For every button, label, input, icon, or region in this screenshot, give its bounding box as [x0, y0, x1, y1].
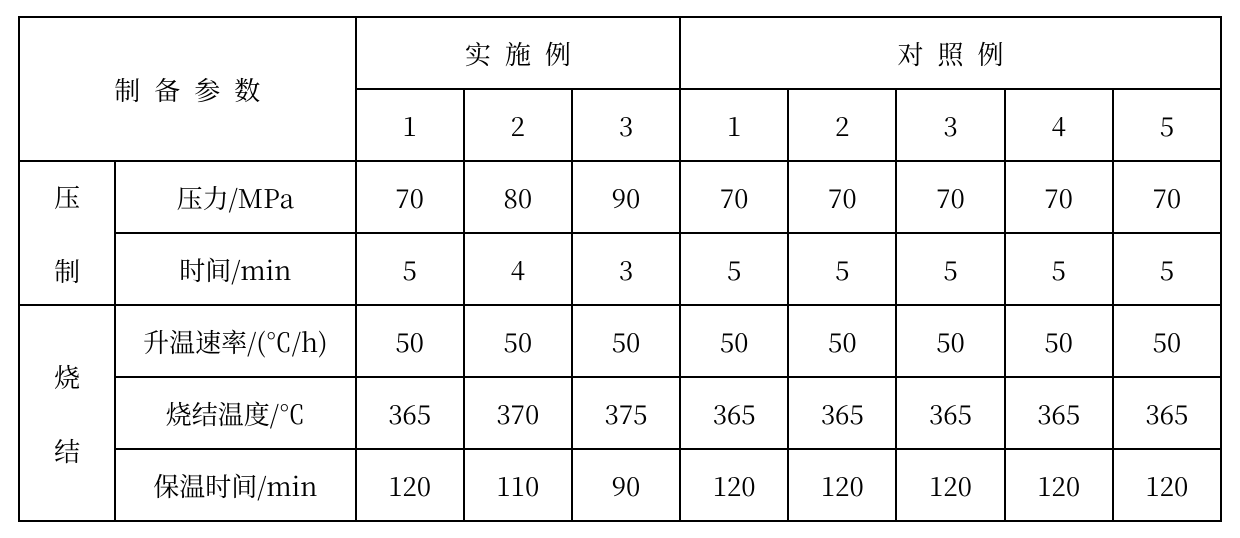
value-cell: 70 — [680, 161, 788, 233]
group-header: 对照例 — [680, 17, 1221, 89]
category-cell: 烧 结 — [19, 305, 115, 521]
value-cell: 50 — [680, 305, 788, 377]
value-cell: 50 — [464, 305, 572, 377]
col-number: 4 — [1005, 89, 1113, 161]
value-cell: 50 — [1113, 305, 1221, 377]
value-cell: 50 — [896, 305, 1004, 377]
param-cell: 烧结温度/℃ — [115, 377, 355, 449]
value-cell: 110 — [464, 449, 572, 521]
category-char: 烧 — [54, 358, 80, 395]
table-row: 保温时间/min 120 110 90 120 120 120 120 120 — [19, 449, 1221, 521]
value-cell: 70 — [896, 161, 1004, 233]
table-header-row: 制备参数 实施例 对照例 — [19, 17, 1221, 89]
value-cell: 120 — [356, 449, 464, 521]
value-cell: 50 — [356, 305, 464, 377]
col-number: 5 — [1113, 89, 1221, 161]
value-cell: 365 — [1005, 377, 1113, 449]
value-cell: 365 — [1113, 377, 1221, 449]
param-title: 制备参数 — [19, 17, 356, 161]
value-cell: 5 — [1005, 233, 1113, 305]
value-cell: 70 — [1113, 161, 1221, 233]
value-cell: 3 — [572, 233, 680, 305]
col-number: 2 — [464, 89, 572, 161]
table-row: 时间/min 5 4 3 5 5 5 5 5 — [19, 233, 1221, 305]
value-cell: 365 — [680, 377, 788, 449]
value-cell: 365 — [356, 377, 464, 449]
param-cell: 保温时间/min — [115, 449, 355, 521]
col-number: 3 — [896, 89, 1004, 161]
value-cell: 120 — [896, 449, 1004, 521]
value-cell: 70 — [356, 161, 464, 233]
value-cell: 50 — [788, 305, 896, 377]
value-cell: 70 — [1005, 161, 1113, 233]
category-char: 压 — [54, 178, 80, 215]
value-cell: 90 — [572, 449, 680, 521]
value-cell: 50 — [1005, 305, 1113, 377]
value-cell: 370 — [464, 377, 572, 449]
value-cell: 5 — [896, 233, 1004, 305]
table-row: 烧 结 升温速率/(℃/h) 50 50 50 50 50 50 50 50 — [19, 305, 1221, 377]
category-char: 制 — [54, 252, 80, 289]
col-number: 3 — [572, 89, 680, 161]
value-cell: 80 — [464, 161, 572, 233]
col-number: 1 — [680, 89, 788, 161]
table-row: 压 制 压力/MPa 70 80 90 70 70 70 70 70 — [19, 161, 1221, 233]
value-cell: 365 — [788, 377, 896, 449]
value-cell: 375 — [572, 377, 680, 449]
value-cell: 120 — [1113, 449, 1221, 521]
param-cell: 压力/MPa — [115, 161, 355, 233]
param-cell: 时间/min — [115, 233, 355, 305]
category-cell: 压 制 — [19, 161, 115, 305]
col-number: 1 — [356, 89, 464, 161]
value-cell: 5 — [1113, 233, 1221, 305]
value-cell: 120 — [788, 449, 896, 521]
parameters-table: 制备参数 实施例 对照例 1 2 3 1 2 3 4 5 压 制 压力/MPa … — [18, 16, 1222, 522]
param-cell: 升温速率/(℃/h) — [115, 305, 355, 377]
value-cell: 5 — [788, 233, 896, 305]
category-char: 结 — [54, 432, 80, 469]
value-cell: 120 — [680, 449, 788, 521]
table-row: 烧结温度/℃ 365 370 375 365 365 365 365 365 — [19, 377, 1221, 449]
value-cell: 4 — [464, 233, 572, 305]
col-number: 2 — [788, 89, 896, 161]
value-cell: 120 — [1005, 449, 1113, 521]
group-header: 实施例 — [356, 17, 681, 89]
value-cell: 70 — [788, 161, 896, 233]
value-cell: 5 — [680, 233, 788, 305]
value-cell: 5 — [356, 233, 464, 305]
value-cell: 90 — [572, 161, 680, 233]
value-cell: 50 — [572, 305, 680, 377]
value-cell: 365 — [896, 377, 1004, 449]
